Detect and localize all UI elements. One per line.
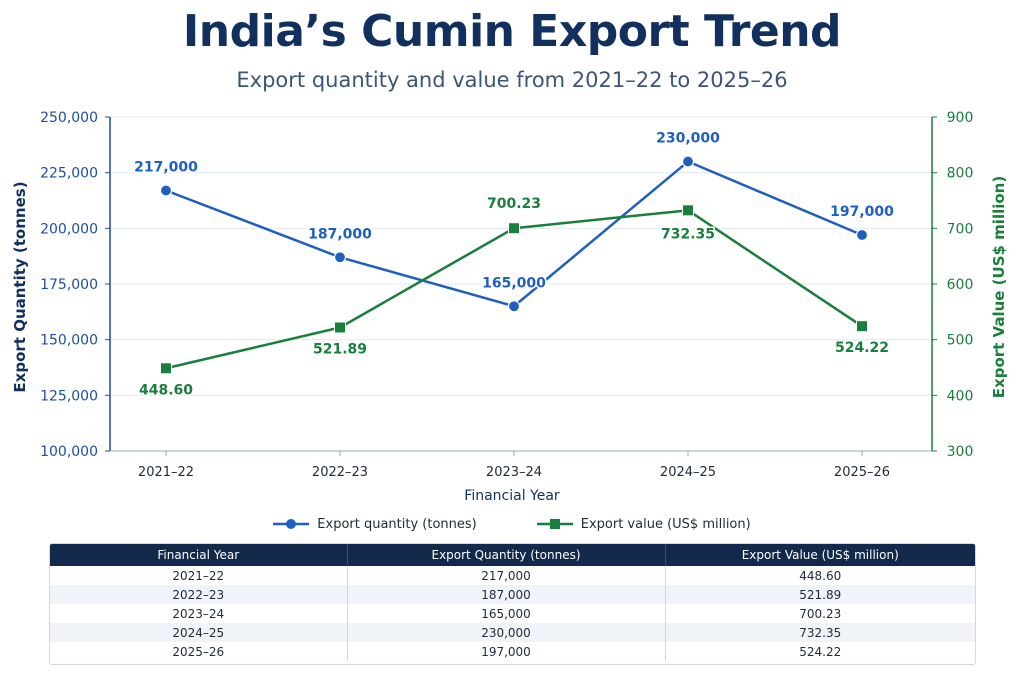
left-tick-label: 100,000 [40, 444, 98, 460]
right-tick-label: 900 [947, 110, 974, 126]
table-cell-quantity: 165,000 [347, 604, 666, 623]
quantity-data-label: 165,000 [482, 275, 546, 291]
table-cell-year: 2021–22 [50, 566, 348, 585]
right-tick-label: 400 [947, 388, 974, 404]
quantity-point [855, 228, 869, 242]
right-axis-title: Export Value (US$ million) [990, 176, 1008, 398]
quantity-data-label: 217,000 [134, 159, 198, 175]
table-cell-year: 2024–25 [50, 623, 348, 642]
quantity-point [681, 155, 695, 168]
left-axis-title: Export Quantity (tonnes) [11, 181, 29, 392]
table-cell-value: 524.22 [799, 644, 842, 659]
value-point [160, 362, 172, 375]
right-tick-label: 500 [947, 333, 974, 349]
x-tick-label: 2025–26 [834, 465, 890, 480]
table-row: 2021–22 217,000 448.60 [50, 566, 975, 585]
left-tick-label: 125,000 [40, 388, 98, 404]
value-data-label: 524.22 [835, 340, 889, 356]
table-cell-value: 448.60 [799, 568, 842, 583]
x-tick-label: 2021–22 [138, 465, 194, 480]
circle-marker-icon [273, 519, 310, 529]
table-cell-quantity: 197,000 [347, 642, 666, 661]
legend-label-value: Export value (US$ million) [580, 516, 751, 532]
table-row: 2022–23 187,000 521.89 [50, 585, 975, 604]
quantity-data-label: 197,000 [830, 204, 894, 220]
x-tick-label: 2022–23 [312, 465, 368, 480]
right-tick-label: 800 [947, 166, 974, 182]
left-tick-label: 175,000 [40, 277, 98, 293]
legend-item-quantity: Export quantity (tonnes) [273, 516, 477, 532]
x-tick-label: 2023–24 [486, 465, 542, 480]
legend-item-value: Export value (US$ million) [536, 516, 751, 532]
value-point [856, 320, 868, 333]
x-axis-title: Financial Year [464, 488, 560, 504]
quantity-point [333, 251, 347, 264]
value-data-label: 700.23 [487, 196, 541, 212]
quantity-point [507, 300, 521, 313]
table-header-quantity: Export Quantity (tonnes) [347, 544, 666, 566]
table-header-year: Financial Year [50, 544, 348, 566]
right-tick-label: 600 [947, 277, 974, 293]
table-cell-quantity: 217,000 [347, 566, 666, 585]
table-header-value: Export Value (US$ million) [665, 544, 975, 566]
value-point [682, 204, 694, 217]
table-cell-value: 700.23 [799, 606, 842, 621]
left-tick-label: 200,000 [40, 221, 98, 237]
chart-subtitle: Export quantity and value from 2021–22 t… [236, 68, 788, 92]
quantity-data-label: 230,000 [656, 131, 720, 147]
legend-label-quantity: Export quantity (tonnes) [317, 516, 477, 532]
dual-axis-line-chart: 100,000 125,000 150,000 175,000 200,000 225,0… [11, 110, 1008, 504]
chart-title: India’s Cumin Export Trend [182, 6, 842, 57]
left-tick-label: 250,000 [40, 110, 98, 126]
table-header-row: Financial Year Export Quantity (tonnes) … [50, 544, 975, 566]
value-data-label: 521.89 [313, 341, 367, 357]
x-tick-label: 2024–25 [660, 465, 716, 480]
table-row: 2024–25 230,000 732.35 [50, 623, 975, 642]
chart-legend: Export quantity (tonnes) Export value (U… [0, 513, 1024, 535]
left-tick-label: 150,000 [40, 333, 98, 349]
table-cell-year: 2023–24 [50, 604, 348, 623]
table-cell-value: 732.35 [665, 623, 975, 642]
value-point [334, 321, 346, 334]
left-tick-label: 225,000 [40, 166, 98, 182]
right-tick-label: 300 [947, 444, 974, 460]
quantity-data-label: 187,000 [308, 226, 372, 242]
table-row: 2023–24 165,000 700.23 [50, 604, 975, 623]
square-marker-icon [536, 519, 573, 529]
table-row: 2025–26 197,000 524.22 [50, 642, 975, 661]
data-table: Financial Year Export Quantity (tonnes) … [49, 543, 976, 665]
table-cell-value: 521.89 [665, 585, 975, 604]
table-cell-quantity: 230,000 [347, 623, 666, 642]
value-data-label: 448.60 [139, 382, 193, 398]
quantity-point [159, 184, 173, 197]
table-cell-year: 2022–23 [50, 585, 348, 604]
value-data-label: 732.35 [661, 226, 715, 242]
value-point [508, 222, 520, 235]
table-cell-quantity: 187,000 [347, 585, 666, 604]
right-tick-label: 700 [947, 221, 974, 237]
table-cell-year: 2025–26 [50, 642, 348, 661]
